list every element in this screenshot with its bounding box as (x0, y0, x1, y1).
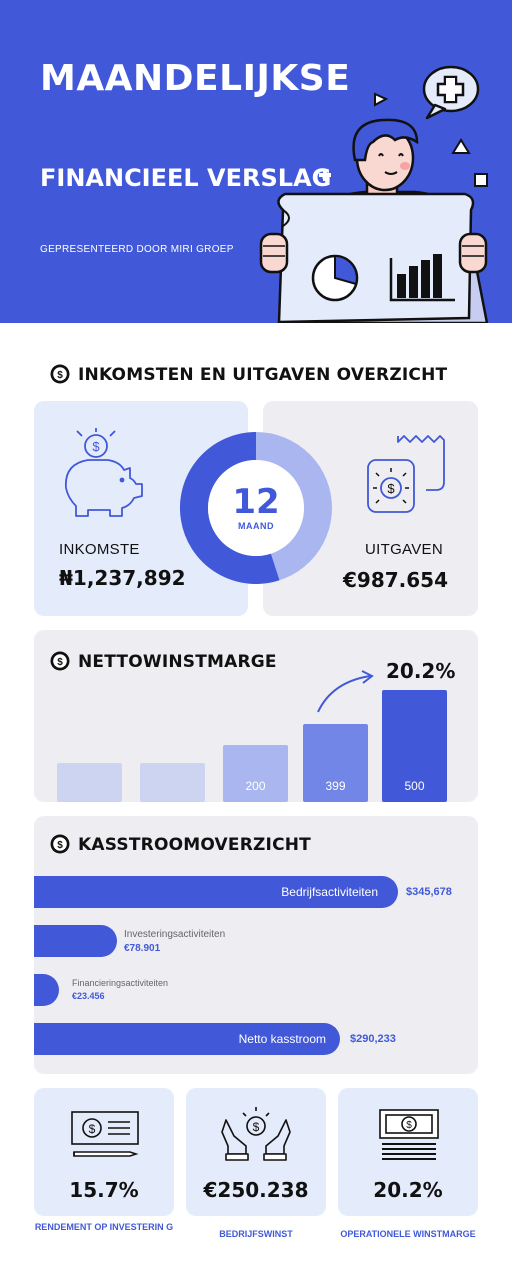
svg-text:$: $ (387, 481, 395, 496)
money-stack-icon: $ (379, 1109, 439, 1160)
margin-bar-label-5: 500 (404, 779, 425, 793)
cashflow-label-net: Netto kasstroom (238, 1032, 326, 1046)
svg-text:$: $ (57, 840, 63, 851)
dollar-coin-icon: $ (50, 364, 70, 384)
donut-center-unit: MAAND (238, 521, 274, 531)
report-subtitle: GEPRESENTEERD DOOR MIRI GROEP (40, 244, 234, 255)
svg-text:$: $ (89, 1122, 96, 1136)
cashflow-label-operating: Bedrijfsactiviteiten (281, 885, 378, 899)
svg-text:$: $ (92, 439, 100, 454)
margin-bar-2 (140, 763, 205, 802)
cashflow-label-financing: Financieringsactiviteiten (72, 978, 169, 988)
margin-bar-label-3: 200 (245, 779, 266, 793)
report-title-line1: MAANDELIJKSE (40, 58, 351, 99)
plus-bubble-icon (422, 65, 480, 120)
svg-text:$: $ (57, 370, 63, 381)
expense-value: €987.654 (343, 568, 449, 592)
margin-bar-1 (57, 763, 122, 802)
margin-bar-5 (382, 690, 447, 802)
margin-bar-4 (303, 724, 368, 802)
presenter-illustration (259, 65, 489, 323)
month-donut-chart (180, 432, 332, 584)
donut-center-number: 12 (232, 482, 280, 522)
kpi-roi-label: RENDEMENT OP INVESTERIN G (34, 1222, 174, 1232)
kpi-profit-label: BEDRIJFSWINST (219, 1229, 293, 1239)
header-banner: MAANDELIJKSE FINANCIEEL VERSLAG GEPRESEN… (0, 0, 512, 323)
cashflow-value-financing: €23.456 (72, 991, 105, 1001)
kpi-margin-value: 20.2% (373, 1178, 443, 1202)
hands-money-icon: $ (221, 1107, 291, 1161)
margin-bar-3 (223, 745, 288, 802)
report-title-line2: FINANCIEEL VERSLAG (40, 164, 332, 192)
cashflow-value-net: $290,233 (350, 1033, 396, 1045)
cashflow-value-operating: $345,678 (406, 886, 452, 898)
net-margin-title: NETTOWINSTMARGE (78, 652, 277, 672)
cashflow-bar-financing (34, 974, 59, 1006)
trend-arrow-icon (317, 670, 374, 713)
expense-label: UITGAVEN (365, 541, 443, 558)
cashflow-title: KASSTROOMOVERZICHT (78, 835, 311, 855)
net-margin-highlight: 20.2% (386, 659, 456, 683)
cashflow-value-investing: €78.901 (124, 943, 161, 954)
cashflow-bar-net (34, 1023, 340, 1055)
kpi-profit-value: €250.238 (203, 1178, 309, 1202)
dollar-coin-icon: $ (50, 834, 70, 854)
receipt-icon: $ (367, 435, 445, 513)
svg-text:$: $ (57, 657, 63, 668)
svg-text:$: $ (253, 1120, 260, 1134)
income-value: ₦1,237,892 (59, 566, 186, 590)
kpi-roi-value: 15.7% (69, 1178, 139, 1202)
kpi-margin-label: OPERATIONELE WINSTMARGE (340, 1229, 476, 1239)
cashflow-bar-investing (34, 925, 117, 957)
overview-section-title: INKOMSTEN EN UITGAVEN OVERZICHT (78, 365, 448, 385)
margin-bar-label-4: 399 (325, 779, 346, 793)
donut-income-segment (180, 432, 280, 584)
cashflow-label-investing: Investeringsactiviteiten (124, 929, 226, 940)
income-label: INKOMSTE (59, 541, 140, 558)
svg-text:$: $ (406, 1120, 412, 1131)
piggy-bank-icon: $ (65, 428, 143, 517)
cashflow-bar-operating (34, 876, 398, 908)
cheque-icon: $ (71, 1111, 139, 1157)
dollar-coin-icon: $ (50, 651, 70, 671)
